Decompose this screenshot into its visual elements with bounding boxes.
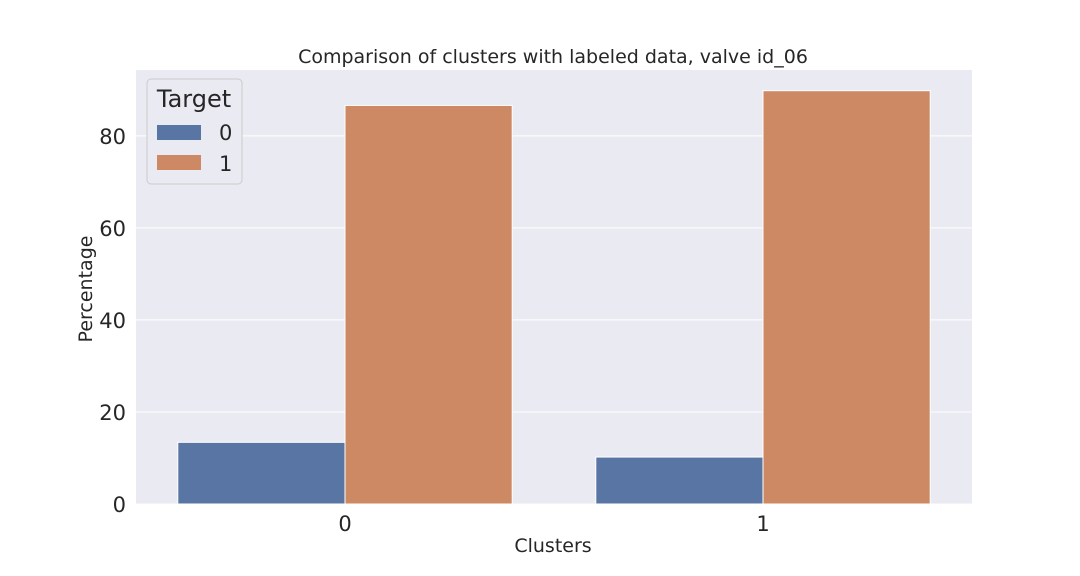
x-tick-label: 0 [338,512,351,536]
x-axis-label: Clusters [514,535,591,557]
y-tick-label: 80 [99,125,126,149]
y-tick-labels: 0 20 40 60 80 [99,125,126,517]
bar-cluster-0-target-1 [344,104,513,505]
legend-label-target-1: 1 [219,152,232,176]
y-tick-label: 0 [113,493,126,517]
y-axis-label: Percentage [75,236,97,343]
y-tick-label: 60 [99,217,126,241]
legend: Target 0 1 [146,78,243,185]
bar-cluster-1-target-1 [762,90,931,505]
chart-title: Comparison of clusters with labeled data… [298,46,808,68]
legend-swatch-target-0 [157,125,201,140]
x-tick-label: 1 [756,512,769,536]
bars [177,90,931,505]
legend-swatch-target-1 [157,155,201,170]
bar-cluster-0-target-0 [177,441,346,505]
y-tick-label: 20 [99,401,126,425]
legend-label-target-0: 0 [219,121,232,145]
legend-title: Target [156,85,231,113]
y-tick-label: 40 [99,309,126,333]
bar-cluster-1-target-0 [595,456,764,505]
